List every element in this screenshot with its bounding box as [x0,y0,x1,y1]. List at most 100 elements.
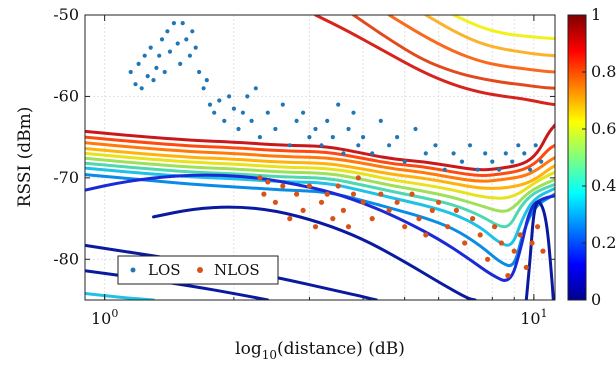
y-axis-label: RSSI (dBm) [15,107,35,208]
contour-line [85,292,155,300]
contour-line [85,151,555,200]
legend-marker-los [130,267,136,273]
contour-line [85,173,555,282]
scatter-point-los [402,159,407,164]
x-tick-label-exponent: 0 [111,307,118,320]
scatter-point-los [503,151,508,156]
scatter-point-nlos [540,248,546,254]
contour-line [85,156,555,213]
y-tick-label: -50 [53,5,79,24]
scatter-point-los [273,126,278,132]
x-axis: 100 101 [84,15,548,328]
scatter-point-los [280,102,285,107]
scatter-point-los [356,143,361,148]
scatter-point-nlos [492,224,498,230]
scatter-point-los [467,143,473,148]
scatter-point-los [190,29,195,34]
scatter-point-nlos [335,183,341,189]
scatter-point-nlos [453,207,459,213]
scatter-point-los [162,69,167,75]
scatter-point-los [204,78,209,83]
scatter-point-los [133,82,138,87]
contour-line [452,15,555,41]
scatter-point-los [522,151,527,156]
scatter-point-los [148,45,153,50]
contour-line [85,141,555,183]
contour-line [85,123,555,172]
scatter-point-nlos [369,216,375,222]
scatter-point-los [142,53,147,58]
scatter-point-nlos [470,216,476,222]
scatter-point-los [236,126,241,132]
scatter-point-los [490,159,495,164]
scatter-point-nlos [402,224,408,230]
scatter-point-nlos [355,175,361,181]
y-tick-label: -80 [53,249,79,268]
scatter-point-nlos [318,199,325,205]
scatter-point-nlos [423,232,429,238]
scatter-point-nlos [257,175,263,181]
scatter-point-nlos [287,216,293,222]
scatter-point-los [157,53,162,58]
scatter-point-nlos [306,183,312,189]
contour-line [152,205,477,300]
scatter-point-los [193,45,198,50]
scatter-point-nlos [280,183,286,189]
plot-frame [84,14,556,301]
colorbar-gradient [567,14,587,301]
scatter-point-nlos [394,199,400,205]
scatter-point-nlos [272,199,278,205]
scatter-point-nlos [517,232,523,238]
scatter-point-los [313,126,318,132]
contour-line [314,15,555,107]
scatter-point-los [217,98,222,103]
scatter-point-los [475,167,480,172]
scatter-point-los [167,49,173,54]
x-tick-label: 100 [91,307,118,328]
scatter-point-nlos [485,256,491,262]
scatter-point-nlos [436,199,442,205]
scatter-point-nlos [462,240,468,246]
legend: LOS NLOS [117,255,279,285]
scatter-point-nlos [416,216,422,222]
scatter-point-nlos [386,207,392,213]
scatter-point-los [287,143,292,148]
scatter-point-los [136,61,141,66]
colorbar: 0 0.2 0.4 0.6 0.8 1 [567,5,616,309]
colorbar-ticks: 0 0.2 0.4 0.6 0.8 1 [582,5,616,309]
scatter-point-los [128,69,133,75]
scatter-point-los [180,21,185,26]
scatter-point-los [249,118,254,123]
x-tick-label: 101 [520,307,547,328]
scatter-point-los [222,118,227,123]
scatter-point-los [423,151,428,156]
scatter-point-los [139,86,144,91]
scatter-point-los [154,65,159,70]
scatter-point-los [533,143,538,148]
y-tick-label: -70 [53,168,79,187]
scatter-point-los [245,94,250,99]
contour-line [424,15,555,58]
scatter-point-nlos [529,240,535,246]
scatter-point-nlos [345,224,352,230]
scatter-point-nlos [409,191,415,197]
scatter-point-nlos [429,207,435,213]
scatter-point-los [539,159,544,164]
scatter-point-los [387,143,392,148]
scatter-point-nlos [294,191,300,197]
scatter-point-los [175,41,180,46]
scatter-point-nlos [511,248,517,254]
colorbar-tick-label: 0.6 [591,119,616,138]
x-axis-label-subscript: 10 [262,348,277,362]
scatter-point-los [301,110,306,115]
scatter-point-los [197,69,202,75]
scatter-point-los [413,126,418,132]
colorbar-tick-label: 1 [591,5,601,24]
scatter-point-nlos [445,224,451,230]
scatter-point-los [253,86,258,91]
y-axis: -50 -60 -70 -80 [53,5,555,268]
x-tick-label-base: 10 [520,309,540,328]
scatter-point-los [459,159,465,164]
contour-line [85,135,555,177]
colorbar-tick-label: 0.2 [591,233,616,252]
